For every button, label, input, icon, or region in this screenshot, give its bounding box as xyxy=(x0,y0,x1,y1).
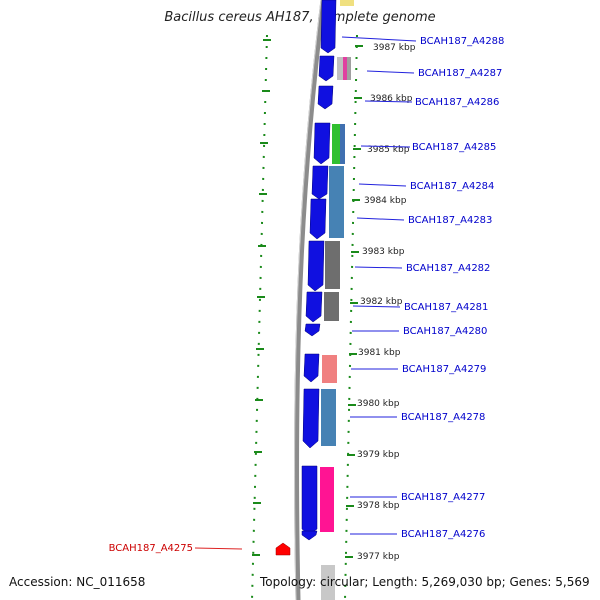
gene-label[interactable]: BCAH187_A4282 xyxy=(406,263,490,274)
cog-box xyxy=(340,0,354,6)
cog-track xyxy=(320,0,354,600)
kbp-label: 3981 kbp xyxy=(358,348,401,358)
cog-box xyxy=(321,389,336,446)
cog-box xyxy=(322,355,337,383)
major-ticks-inner xyxy=(252,39,271,556)
cds-arrow xyxy=(317,85,334,110)
cds-track xyxy=(301,0,337,541)
cog-box xyxy=(347,57,351,80)
cds-arrow xyxy=(313,122,331,165)
cog-box xyxy=(325,241,340,289)
gene-labels: BCAH187_A4288 BCAH187_A4287 BCAH187_A428… xyxy=(109,36,505,554)
gene-label[interactable]: BCAH187_A4280 xyxy=(403,326,487,337)
cds-arrow xyxy=(301,465,318,536)
cog-box xyxy=(321,565,335,600)
label-leaders xyxy=(341,36,417,535)
kbp-labels: 3987 kbp 3986 kbp 3985 kbp 3984 kbp 3983… xyxy=(357,43,416,562)
gene-label[interactable]: BCAH187_A4276 xyxy=(401,529,485,540)
cds-arrow xyxy=(304,323,321,337)
cog-box xyxy=(340,124,345,164)
gene-label[interactable]: BCAH187_A4285 xyxy=(412,142,496,153)
kbp-label: 3984 kbp xyxy=(364,196,407,206)
kbp-label: 3978 kbp xyxy=(357,501,400,511)
reverse-cds-arrow xyxy=(275,542,291,556)
cds-arrow xyxy=(318,55,335,82)
topology-text: Topology: circular; Length: 5,269,030 bp… xyxy=(260,575,590,589)
gene-label[interactable]: BCAH187_A4278 xyxy=(401,412,485,423)
cog-box xyxy=(337,57,343,80)
kbp-label: 3985 kbp xyxy=(367,145,410,155)
gene-label[interactable]: BCAH187_A4283 xyxy=(408,215,492,226)
gene-label[interactable]: BCAH187_A4288 xyxy=(420,36,504,47)
gene-label[interactable]: BCAH187_A4279 xyxy=(402,364,486,375)
gene-label[interactable]: BCAH187_A4281 xyxy=(404,302,488,313)
gene-label[interactable]: BCAH187_A4287 xyxy=(418,68,502,79)
genome-backbone-highlight xyxy=(294,0,322,600)
major-ticks-outer xyxy=(345,45,363,558)
tick-arc-inner xyxy=(251,34,268,600)
label-leader-red xyxy=(194,547,243,550)
accession-text: Accession: NC_011658 xyxy=(9,575,146,589)
cds-arrow xyxy=(309,198,327,240)
cds-arrow xyxy=(305,291,323,323)
cog-box xyxy=(329,166,344,238)
map-title: Bacillus cereus AH187, complete genome xyxy=(164,10,436,25)
cog-box xyxy=(343,57,347,80)
gene-label[interactable]: BCAH187_A4286 xyxy=(415,97,499,108)
tick-arc-outer xyxy=(344,34,358,600)
cog-box xyxy=(324,292,339,321)
cds-arrow xyxy=(301,530,318,541)
genome-backbone xyxy=(294,0,326,600)
gene-label[interactable]: BCAH187_A4284 xyxy=(410,181,494,192)
kbp-label: 3987 kbp xyxy=(373,43,416,53)
cds-arrow xyxy=(307,240,325,292)
cds-arrow xyxy=(311,165,329,200)
cds-arrow xyxy=(302,388,320,449)
kbp-label: 3980 kbp xyxy=(357,399,400,409)
cds-arrow xyxy=(320,0,337,54)
kbp-label: 3982 kbp xyxy=(360,297,403,307)
cog-box xyxy=(332,124,340,164)
cog-box xyxy=(320,467,334,532)
kbp-label: 3986 kbp xyxy=(370,94,413,104)
cds-arrow xyxy=(303,353,320,383)
kbp-label: 3983 kbp xyxy=(362,247,405,257)
gene-label[interactable]: BCAH187_A4277 xyxy=(401,492,485,503)
kbp-label: 3979 kbp xyxy=(357,450,400,460)
kbp-label: 3977 kbp xyxy=(357,552,400,562)
gene-label-reverse[interactable]: BCAH187_A4275 xyxy=(109,543,193,554)
